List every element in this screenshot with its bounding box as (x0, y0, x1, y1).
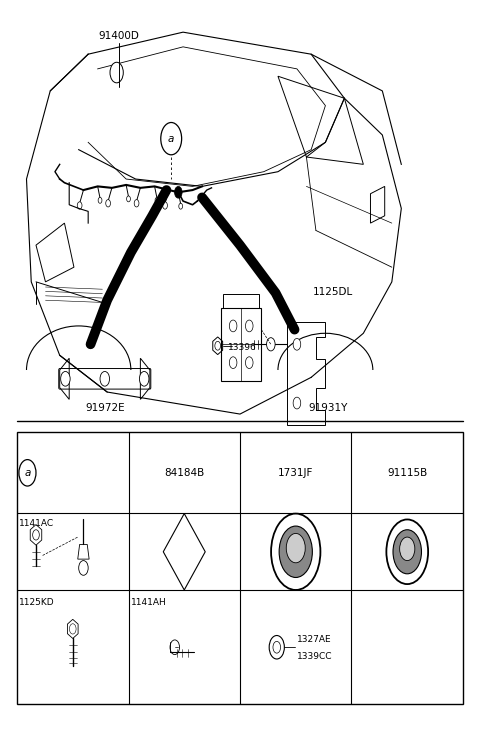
Bar (17, 432, 463, 704)
Circle shape (286, 534, 305, 563)
Circle shape (161, 123, 181, 155)
Text: 91972E: 91972E (85, 403, 125, 413)
Text: 84184B: 84184B (164, 468, 204, 478)
Circle shape (110, 62, 123, 83)
Circle shape (229, 320, 237, 332)
Circle shape (266, 337, 275, 351)
Circle shape (229, 357, 237, 369)
Text: 1141AH: 1141AH (131, 598, 167, 607)
Circle shape (400, 537, 415, 561)
Text: 91931Y: 91931Y (308, 403, 348, 413)
Circle shape (139, 371, 149, 386)
Circle shape (134, 200, 139, 207)
Bar (221, 308, 261, 381)
Text: a: a (168, 134, 174, 144)
Circle shape (60, 371, 70, 386)
Circle shape (293, 397, 301, 409)
Circle shape (215, 341, 220, 350)
Text: 91115B: 91115B (387, 468, 427, 478)
Circle shape (70, 624, 76, 634)
Text: 1141AC: 1141AC (19, 519, 55, 528)
Circle shape (393, 530, 421, 574)
Circle shape (279, 526, 312, 577)
Text: 1125DL: 1125DL (312, 286, 353, 297)
Circle shape (245, 320, 253, 332)
Text: 91400D: 91400D (98, 31, 140, 41)
Circle shape (79, 561, 88, 575)
Circle shape (175, 186, 182, 198)
Circle shape (77, 202, 82, 209)
Circle shape (273, 642, 281, 653)
Circle shape (269, 636, 284, 659)
Circle shape (293, 338, 301, 350)
Circle shape (163, 202, 168, 209)
Circle shape (245, 357, 253, 369)
Circle shape (179, 204, 182, 209)
Circle shape (98, 198, 102, 204)
Text: 13396: 13396 (228, 343, 257, 352)
Text: 1731JF: 1731JF (278, 468, 313, 478)
Text: 1327AE: 1327AE (297, 636, 331, 645)
Circle shape (386, 519, 428, 584)
Circle shape (127, 196, 131, 202)
Text: a: a (24, 468, 31, 478)
Circle shape (155, 198, 159, 204)
Circle shape (170, 640, 180, 655)
Circle shape (100, 371, 109, 386)
Text: 1125KD: 1125KD (19, 598, 55, 607)
Text: 1339CC: 1339CC (297, 651, 332, 661)
Circle shape (271, 514, 321, 590)
Circle shape (106, 200, 110, 207)
Circle shape (33, 530, 39, 540)
Circle shape (19, 460, 36, 486)
